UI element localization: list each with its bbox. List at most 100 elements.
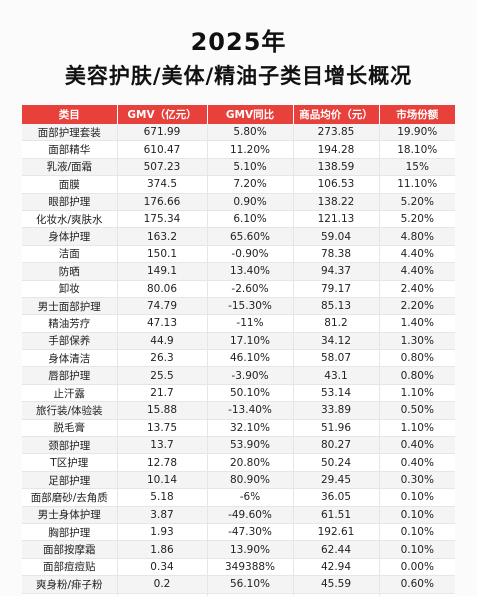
cell-avg-price: 61.51 — [293, 506, 380, 524]
cell-gmv: 0.34 — [117, 558, 208, 577]
cell-market-share: 1.40% — [379, 314, 455, 333]
cell-avg-price: 138.59 — [293, 158, 380, 177]
cell-market-share: 0.50% — [379, 401, 455, 420]
table-row: 足部护理 10.14 80.90% 29.45 0.30% — [22, 471, 455, 490]
cell-category: 面部磨砂/去角质 — [22, 488, 118, 507]
cell-avg-price: 59.04 — [293, 227, 380, 246]
table-header-row: 类目 GMV（亿元） GMV同比 商品均价（元） 市场份额 — [22, 105, 455, 124]
header-gmv-yoy: GMV同比 — [207, 105, 294, 124]
cell-gmv-yoy: 5.10% — [207, 158, 294, 177]
cell-gmv: 176.66 — [117, 193, 208, 211]
cell-category: 旅行装/体验装 — [22, 401, 118, 420]
cell-category: 乳液/面霜 — [22, 158, 118, 177]
cell-category: 面部护理套装 — [22, 124, 118, 142]
cell-gmv-yoy: 46.10% — [207, 349, 294, 368]
cell-gmv: 74.79 — [117, 297, 208, 316]
table-row: 面部痘痘贴 0.34 349388% 42.94 0.00% — [22, 558, 455, 577]
cell-category: 身体清洁 — [22, 349, 118, 368]
cell-gmv: 12.78 — [117, 453, 208, 472]
cell-category: 手部保养 — [22, 332, 118, 351]
cell-gmv: 13.75 — [117, 419, 208, 438]
cell-category: T区护理 — [22, 453, 118, 472]
table-row: 防晒 149.1 13.40% 94.37 4.40% — [22, 262, 455, 281]
cell-gmv: 26.3 — [117, 349, 208, 368]
cell-market-share: 19.90% — [379, 124, 455, 142]
cell-gmv-yoy: 65.60% — [207, 227, 294, 246]
cell-market-share: 0.40% — [379, 436, 455, 455]
cell-category: 眼部护理 — [22, 193, 118, 211]
cell-gmv: 1.86 — [117, 540, 208, 559]
cell-market-share: 18.10% — [379, 140, 455, 159]
cell-category: 卸妆 — [22, 280, 118, 298]
cell-category: 颈部护理 — [22, 436, 118, 455]
cell-category: 面部按摩霜 — [22, 540, 118, 559]
cell-market-share: 0.10% — [379, 506, 455, 524]
cell-category: 爽身粉/痱子粉 — [22, 575, 118, 594]
cell-category: 唇部护理 — [22, 366, 118, 385]
table-row: 男士面部护理 74.79 -15.30% 85.13 2.20% — [22, 297, 455, 316]
cell-gmv-yoy: 17.10% — [207, 332, 294, 351]
table-row: 身体护理 163.2 65.60% 59.04 4.80% — [22, 227, 455, 246]
page-title-subtitle: 美容护肤/美体/精油子类目增长概况 — [64, 64, 413, 88]
cell-avg-price: 81.2 — [293, 314, 380, 333]
cell-category: 足部护理 — [22, 471, 118, 490]
table-row: 洁面 150.1 -0.90% 78.38 4.40% — [22, 245, 455, 264]
table-row: 面膜 374.5 7.20% 106.53 11.10% — [22, 175, 455, 194]
table-row: 止汗露 21.7 50.10% 53.14 1.10% — [22, 384, 455, 403]
cell-gmv: 15.88 — [117, 401, 208, 420]
cell-category: 身体护理 — [22, 227, 118, 246]
cell-gmv: 13.7 — [117, 436, 208, 455]
cell-gmv-yoy: 13.40% — [207, 262, 294, 281]
table-row: 唇部护理 25.5 -3.90% 43.1 0.80% — [22, 366, 455, 385]
cell-gmv-yoy: 13.90% — [207, 540, 294, 559]
cell-avg-price: 45.59 — [293, 575, 380, 594]
cell-gmv-yoy: 80.90% — [207, 471, 294, 490]
cell-gmv: 25.5 — [117, 366, 208, 385]
cell-market-share: 5.20% — [379, 193, 455, 211]
cell-gmv-yoy: -2.60% — [207, 280, 294, 298]
cell-avg-price: 85.13 — [293, 297, 380, 316]
header-avg-price: 商品均价（元） — [293, 105, 380, 124]
cell-gmv: 5.18 — [117, 488, 208, 507]
cell-market-share: 2.40% — [379, 280, 455, 298]
cell-avg-price: 78.38 — [293, 245, 380, 264]
cell-category: 面部吸油纸/膜 — [22, 593, 118, 596]
cell-gmv: 175.34 — [117, 210, 208, 229]
table-row: 化妆水/爽肤水 175.34 6.10% 121.13 5.20% — [22, 210, 455, 229]
page-title-year: 2025年 — [190, 28, 287, 56]
cell-avg-price: 43.1 — [293, 366, 380, 385]
table-row: 胸部护理 1.93 -47.30% 192.61 0.10% — [22, 523, 455, 542]
cell-avg-price: 50.24 — [293, 453, 380, 472]
cell-market-share: 0.80% — [379, 349, 455, 368]
cell-avg-price: 42.94 — [293, 558, 380, 577]
cell-market-share: 0.00% — [379, 558, 455, 577]
cell-gmv: 10.14 — [117, 471, 208, 490]
cell-category: 男士面部护理 — [22, 297, 118, 316]
cell-gmv: 1.93 — [117, 523, 208, 542]
cell-gmv: 374.5 — [117, 175, 208, 194]
cell-market-share: 0.10% — [379, 540, 455, 559]
table-row: 面部吸油纸/膜0.0331714%16.940.00% — [22, 593, 455, 596]
cell-avg-price: 34.12 — [293, 332, 380, 351]
table-row: 面部按摩霜 1.86 13.90% 62.44 0.10% — [22, 540, 455, 559]
cell-avg-price: 33.89 — [293, 401, 380, 420]
table-row: 男士身体护理 3.87 -49.60% 61.51 0.10% — [22, 506, 455, 524]
cell-avg-price: 62.44 — [293, 540, 380, 559]
table-row: T区护理 12.78 20.80% 50.24 0.40% — [22, 453, 455, 472]
table-row: 手部保养 44.9 17.10% 34.12 1.30% — [22, 332, 455, 351]
cell-gmv-yoy: 32.10% — [207, 419, 294, 438]
cell-gmv: 507.23 — [117, 158, 208, 177]
cell-gmv-yoy: 56.10% — [207, 575, 294, 594]
cell-avg-price: 58.07 — [293, 349, 380, 368]
header-category: 类目 — [22, 105, 118, 124]
category-growth-table: 类目 GMV（亿元） GMV同比 商品均价（元） 市场份额 面部护理套装 671.99 5.… — [22, 105, 455, 596]
cell-avg-price: 36.05 — [293, 488, 380, 507]
cell-category: 脱毛膏 — [22, 419, 118, 438]
cell-category: 精油芳疗 — [22, 314, 118, 333]
table-row: 面部护理套装 671.99 5.80% 273.85 19.90% — [22, 124, 455, 142]
cell-avg-price: 106.53 — [293, 175, 380, 194]
cell-gmv-yoy: 11.20% — [207, 140, 294, 159]
cell-gmv: 150.1 — [117, 245, 208, 264]
table-row: 精油芳疗 47.13 -11% 81.2 1.40% — [22, 314, 455, 333]
cell-market-share: 0.40% — [379, 453, 455, 472]
